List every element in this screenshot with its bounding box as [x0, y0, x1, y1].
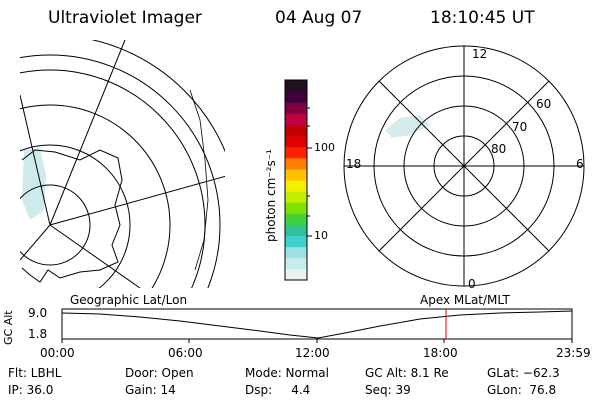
- date-label: 04 Aug 07: [275, 8, 363, 28]
- colorbar-segment: [285, 213, 307, 225]
- colorbar-tick-10: 10: [314, 229, 328, 242]
- x-tick-0000: 00:00: [40, 346, 75, 360]
- y-max-label: 9.0: [28, 306, 48, 320]
- gain-value: Gain: 14: [125, 383, 176, 397]
- gc-alt-value: GC Alt: 8.1 Re: [365, 366, 449, 380]
- dsp-value: Dsp: 4.4: [245, 383, 311, 397]
- glat-value: GLat: −62.3: [487, 366, 560, 380]
- colorbar-segment: [285, 168, 307, 181]
- x-tick-1200: 12:00: [295, 346, 330, 360]
- x-tick-0600: 06:00: [168, 346, 203, 360]
- colorbar-segment: [285, 146, 307, 159]
- geographic-label: Geographic Lat/Lon: [70, 293, 188, 307]
- lat-label-80: 80: [491, 142, 507, 156]
- mode-value: Mode: Normal: [245, 366, 329, 380]
- colorbar-segment: [285, 157, 307, 170]
- mlt-label-0: 0: [468, 277, 476, 291]
- colorbar-segment: [285, 124, 307, 137]
- colorbar-segment: [285, 113, 307, 125]
- door-value: Door: Open: [125, 366, 194, 380]
- colorbar-segment: [285, 191, 307, 203]
- y-min-label: 1.8: [28, 327, 48, 341]
- lat-label-70: 70: [512, 120, 528, 134]
- colorbar-segment: [285, 202, 307, 214]
- colorbar-tick-100: 100: [314, 141, 335, 154]
- colorbar-segment: [285, 257, 307, 270]
- mlt-label-6: 6: [576, 157, 584, 171]
- x-tick-1800: 18:00: [423, 346, 458, 360]
- filter-value: Flt: LBHL: [8, 366, 62, 380]
- colorbar-segment: [285, 80, 307, 92]
- colorbar-segment: [285, 268, 307, 281]
- colorbar-segment: [285, 91, 307, 103]
- lat-label-60: 60: [536, 97, 552, 111]
- glon-value: GLon: 76.8: [487, 383, 557, 397]
- time-label: 18:10:45 UT: [430, 8, 535, 28]
- ip-value: IP: 36.0: [8, 383, 54, 397]
- colorbar-segment: [285, 246, 307, 259]
- colorbar-segment: [285, 102, 307, 114]
- colorbar-segment: [285, 180, 307, 192]
- colorbar-segment: [285, 235, 307, 248]
- mlt-label-12: 12: [472, 47, 488, 61]
- colorbar-segment: [285, 135, 307, 148]
- colorbar-segment: [285, 224, 307, 237]
- mlt-label-18: 18: [346, 157, 362, 171]
- instrument-title: Ultraviolet Imager: [48, 8, 202, 28]
- x-tick-2359: 23:59: [556, 346, 591, 360]
- apex-label: Apex MLat/MLT: [420, 293, 510, 307]
- seq-value: Seq: 39: [365, 383, 411, 397]
